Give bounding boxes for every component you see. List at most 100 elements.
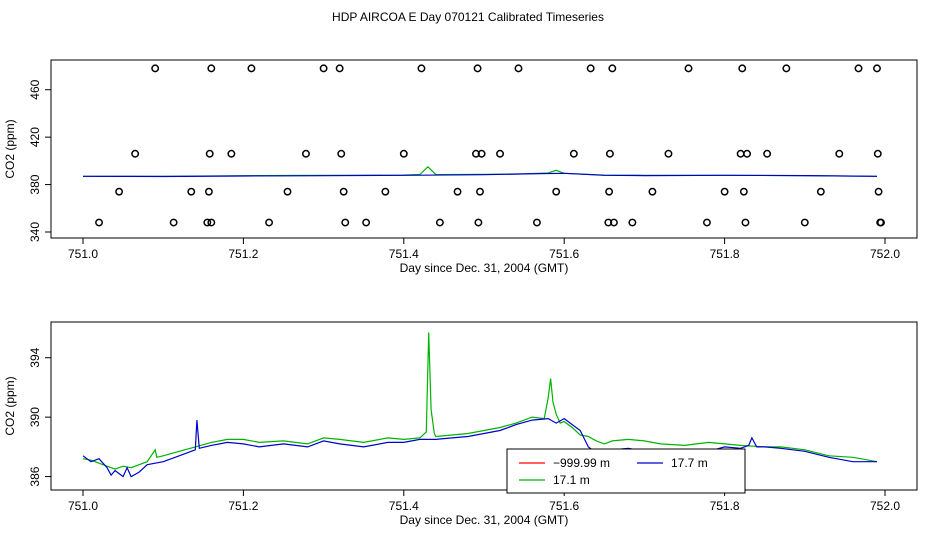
data-point-marker xyxy=(736,149,745,158)
data-point-marker xyxy=(203,218,212,227)
x-tick-label: 751.0 xyxy=(68,247,98,261)
data-point-marker xyxy=(169,218,178,227)
data-point-marker xyxy=(207,64,216,73)
data-point-marker xyxy=(115,187,124,196)
x-tick-label: 751.0 xyxy=(68,499,98,513)
data-point-marker xyxy=(877,218,885,227)
data-point-marker xyxy=(496,149,504,158)
data-point-marker xyxy=(265,218,274,227)
plot-frame xyxy=(50,59,918,239)
y-tick-label: 420 xyxy=(28,127,42,147)
data-point-marker xyxy=(205,149,214,158)
data-point-marker xyxy=(474,218,483,227)
data-point-marker xyxy=(648,187,657,196)
bottom-panel-chart: 751.0 751.2 751.4 751.6 751.8 752.0 Day since … xyxy=(3,321,918,527)
y-tick-label: 386 xyxy=(28,466,42,486)
y-axis-label: CO2 (ppm) xyxy=(3,119,17,178)
y-tick-label: 380 xyxy=(28,174,42,194)
x-tick-label: 752.0 xyxy=(870,499,900,513)
data-point-marker xyxy=(227,149,236,158)
legend-label: 17.1 m xyxy=(553,473,590,487)
data-point-marker xyxy=(605,187,614,196)
x-tick-label: 751.2 xyxy=(228,247,258,261)
plot-frame xyxy=(50,321,918,491)
data-point-marker xyxy=(835,149,844,158)
data-point-marker xyxy=(337,149,346,158)
data-point-marker xyxy=(552,187,561,196)
data-point-marker xyxy=(569,149,578,158)
data-point-marker xyxy=(319,64,328,73)
data-point-marker xyxy=(800,218,809,227)
data-point-marker xyxy=(609,218,618,227)
data-point-marker xyxy=(283,187,292,196)
data-point-marker xyxy=(738,64,747,73)
data-point-marker xyxy=(604,218,613,227)
x-tick-label: 751.6 xyxy=(549,499,579,513)
series-line-blue xyxy=(82,417,877,478)
data-point-marker xyxy=(873,149,882,158)
data-point-marker xyxy=(763,149,772,158)
data-point-marker xyxy=(743,149,752,158)
data-point-marker xyxy=(628,218,637,227)
data-point-marker xyxy=(453,187,462,196)
data-point-marker xyxy=(381,187,390,196)
y-axis-label: CO2 (ppm) xyxy=(3,376,17,435)
data-point-marker xyxy=(302,149,310,158)
data-point-marker xyxy=(151,64,160,73)
data-point-marker xyxy=(335,64,344,73)
data-point-marker xyxy=(473,64,482,73)
x-tick-label: 751.8 xyxy=(710,247,740,261)
x-axis-label: Day since Dec. 31, 2004 (GMT) xyxy=(400,261,569,275)
x-tick-label: 752.0 xyxy=(870,247,900,261)
x-axis-label: Day since Dec. 31, 2004 (GMT) xyxy=(400,513,569,527)
data-point-marker xyxy=(477,149,486,158)
top-panel-chart: 751.0 751.2 751.4 751.6 751.8 752.0 Day since … xyxy=(3,59,918,275)
data-point-marker xyxy=(874,187,883,196)
data-point-marker xyxy=(739,187,748,196)
data-point-marker xyxy=(854,64,863,73)
legend-label: 17.7 m xyxy=(671,456,708,470)
y-tick-label: 340 xyxy=(28,222,42,242)
data-point-marker xyxy=(187,187,196,196)
legend-label: −999.99 m xyxy=(553,456,610,470)
series-line-blue xyxy=(82,172,878,178)
data-point-marker xyxy=(703,218,711,227)
data-point-marker xyxy=(247,64,256,73)
y-tick-label: 390 xyxy=(28,407,42,427)
data-point-marker xyxy=(207,218,216,227)
series-line-green xyxy=(82,332,878,470)
data-point-marker xyxy=(341,218,350,227)
data-point-marker xyxy=(873,64,881,73)
x-tick-label: 751.4 xyxy=(389,499,419,513)
y-tick-label: 460 xyxy=(28,79,42,99)
data-point-marker xyxy=(131,149,140,158)
data-point-marker xyxy=(664,149,673,158)
x-tick-label: 751.8 xyxy=(710,499,740,513)
data-point-marker xyxy=(417,64,426,73)
data-point-marker xyxy=(684,64,693,73)
data-point-marker xyxy=(514,64,523,73)
data-point-marker xyxy=(362,218,371,227)
data-point-marker xyxy=(399,149,408,158)
data-point-marker xyxy=(720,187,729,196)
data-point-marker xyxy=(605,149,614,158)
legend-box xyxy=(506,448,746,494)
legend: −999.99 m 17.7 m 17.1 m xyxy=(506,448,746,494)
data-point-marker xyxy=(435,218,444,227)
data-point-marker xyxy=(532,218,541,227)
data-point-marker xyxy=(816,187,825,196)
data-point-marker xyxy=(608,64,617,73)
data-point-marker xyxy=(782,64,791,73)
x-tick-label: 751.4 xyxy=(389,247,419,261)
data-point-marker xyxy=(339,187,348,196)
figure-title: HDP AIRCOA E Day 070121 Calibrated Times… xyxy=(332,10,604,24)
data-point-marker xyxy=(741,218,750,227)
data-point-marker xyxy=(472,149,480,158)
x-tick-label: 751.2 xyxy=(228,499,258,513)
data-point-marker xyxy=(204,187,213,196)
data-point-marker xyxy=(476,187,484,196)
x-tick-label: 751.6 xyxy=(549,247,579,261)
data-point-marker xyxy=(95,218,103,227)
y-tick-label: 394 xyxy=(28,347,42,367)
